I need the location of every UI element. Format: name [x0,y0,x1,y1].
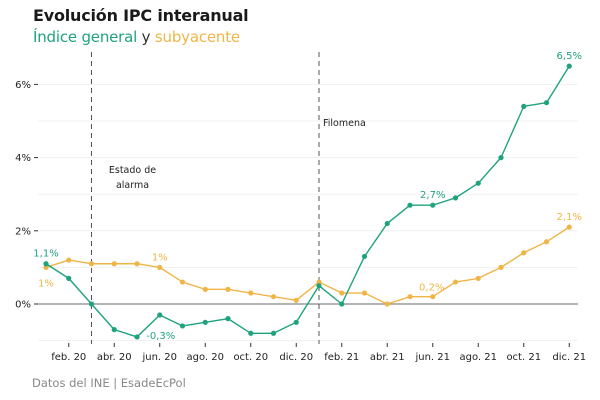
y-tick-label: 2% [15,226,31,237]
data-label: -0,3% [146,331,175,342]
data-point [248,330,254,336]
data-label: 0,2% [419,283,444,294]
data-point [157,312,163,318]
data-point [179,323,186,329]
data-point [316,283,322,289]
data-point [293,319,299,325]
chart-subtitle: Índice general y subyacente [33,28,240,46]
data-point [225,286,231,292]
data-point [111,261,117,267]
data-point [339,301,345,307]
data-point [361,290,368,296]
data-point [475,275,481,281]
y-axis: 0% 2% 4% 6% [15,80,38,311]
series-line-subyacente [45,226,570,305]
data-point [543,239,550,245]
data-labels: 1,1% -0,3% 2,7% 6,5% 1% 1% 0,2% 2,1% [33,51,582,342]
x-axis: feb. 20 abr. 20 jun. 20 ago. 20 oct. 20 dic. … [51,343,586,363]
data-label: 1% [38,278,54,289]
data-point [566,224,572,230]
data-point [566,63,572,69]
data-point [270,330,277,336]
x-tick-label: oct. 21 [506,352,541,363]
data-point [202,286,208,292]
data-point [293,297,299,303]
x-tick-label: abr. 21 [370,352,405,363]
source-note: Datos del INE | EsadeEcPol [32,376,186,390]
data-point [430,202,436,208]
y-tick-label: 4% [15,153,31,164]
annotation-label: alarma [116,180,149,191]
data-point [248,290,254,296]
annotation-label: Filomena [323,118,366,129]
data-point [452,195,459,201]
data-point [202,319,208,325]
data-point [407,202,413,208]
x-tick-label: dic. 21 [552,352,586,363]
data-point [498,155,504,161]
data-point [361,253,368,260]
series-line-general [45,65,570,338]
x-tick-label: dic. 20 [279,352,313,363]
annotations: Estado de alarma Filomena [91,52,366,344]
data-label: 2,7% [420,190,445,201]
data-label: 2,1% [557,212,582,223]
x-tick-label: feb. 21 [324,352,359,363]
x-tick-label: ago. 20 [187,352,225,363]
data-point [407,294,413,300]
data-point [179,279,186,285]
data-point [88,301,95,307]
data-label: 6,5% [557,51,582,62]
data-point [498,264,504,270]
data-point [430,294,436,300]
data-point [521,103,527,109]
data-point [475,180,481,186]
data-point [66,257,72,263]
x-tick-label: jun. 21 [414,352,450,363]
chart-title: Evolución IPC interanual [33,6,249,25]
data-point [43,264,49,270]
x-tick-label: ago. 21 [460,352,498,363]
annotation-label: Estado de [109,165,156,176]
data-point [316,279,322,285]
data-point [339,290,345,296]
y-tick-label: 6% [15,80,31,91]
data-point [543,100,550,106]
data-point [43,261,49,267]
series [43,63,572,340]
data-point [384,301,390,307]
data-point [134,334,140,340]
data-point [270,294,277,300]
data-point [452,279,459,285]
data-point [111,327,117,333]
legend-subyacente: subyacente [154,28,240,46]
data-point [384,220,390,227]
x-tick-label: oct. 20 [233,352,268,363]
data-label: 1,1% [33,249,58,260]
legend-general: Índice general [33,28,138,46]
x-tick-label: abr. 20 [97,352,132,363]
x-tick-label: feb. 20 [51,352,86,363]
x-tick-label: jun. 20 [141,352,177,363]
data-point [88,261,95,267]
data-point [225,316,231,322]
data-point [157,264,163,270]
y-tick-label: 0% [15,300,31,311]
legend-connector: y [137,28,155,46]
data-point [66,275,72,281]
data-label: 1% [152,252,168,263]
data-point [521,250,527,256]
data-point [134,261,140,267]
